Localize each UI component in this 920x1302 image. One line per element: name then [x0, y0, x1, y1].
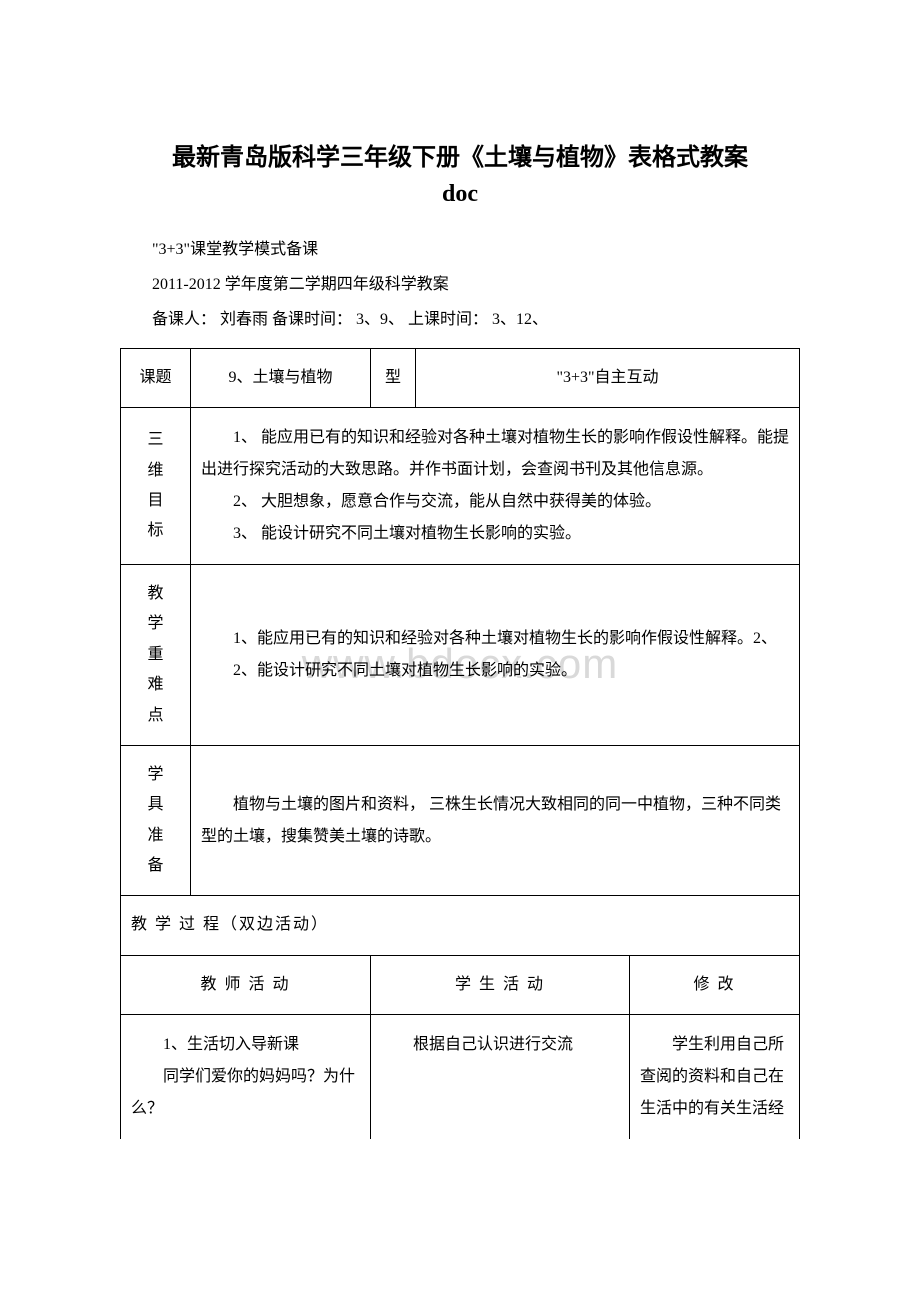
col-student: 学 生 活 动 [371, 955, 630, 1014]
table-row-content: 1、生活切入导新课 同学们爱你的妈妈吗？为什么？ 根据自己认识进行交流 学生利用… [121, 1015, 800, 1140]
title-line-1: 最新青岛版科学三年级下册《土壤与植物》表格式教案 [120, 140, 800, 176]
cell-objectives: 1、 能应用已有的知识和经验对各种土壤对植物生长的影响作假设性解释。能提出进行探… [191, 407, 800, 564]
label-type: 型 [371, 348, 416, 407]
cell-topic-value: 9、土壤与植物 [191, 348, 371, 407]
objectives-p1: 1、 能应用已有的知识和经验对各种土壤对植物生长的影响作假设性解释。能提出进行探… [201, 422, 789, 486]
cell-materials: 植物与土壤的图片和资料， 三株生长情况大致相同的同一中植物，三种不同类型的土壤，… [191, 745, 800, 896]
table-row-column-headers: 教 师 活 动 学 生 活 动 修 改 [121, 955, 800, 1014]
modify-p1: 学生利用自己所查阅的资料和自己在生活中的有关生活经 [640, 1029, 789, 1125]
process-header: 教 学 过 程（双边活动） [121, 896, 800, 955]
cell-modify: 学生利用自己所查阅的资料和自己在生活中的有关生活经 [630, 1015, 800, 1140]
cell-keypoints: 1、能应用已有的知识和经验对各种土壤对植物生长的影响作假设性解释。2、 2、能设… [191, 564, 800, 745]
title-line-2: doc [120, 176, 800, 212]
teacher-p1: 1、生活切入导新课 [131, 1029, 360, 1061]
materials-p1: 植物与土壤的图片和资料， 三株生长情况大致相同的同一中植物，三种不同类型的土壤，… [201, 789, 789, 853]
table-row-keypoints: 教 学 重 难 点 1、能应用已有的知识和经验对各种土壤对植物生长的影响作假设性… [121, 564, 800, 745]
objectives-p3: 3、 能设计研究不同土壤对植物生长影响的实验。 [201, 518, 789, 550]
col-teacher: 教 师 活 动 [121, 955, 371, 1014]
table-row-process-header: 教 学 过 程（双边活动） [121, 896, 800, 955]
label-materials: 学 具 准 备 [121, 745, 191, 896]
table-row-objectives: 三 维 目 标 1、 能应用已有的知识和经验对各种土壤对植物生长的影响作假设性解… [121, 407, 800, 564]
label-topic: 课题 [121, 348, 191, 407]
col-modify: 修 改 [630, 955, 800, 1014]
meta-line-2: 2011-2012 学年度第二学期四年级科学教案 [120, 267, 800, 302]
document-content: 最新青岛版科学三年级下册《土壤与植物》表格式教案 doc "3+3"课堂教学模式… [120, 140, 800, 1139]
student-p1: 根据自己认识进行交流 [381, 1029, 619, 1061]
table-row-materials: 学 具 准 备 植物与土壤的图片和资料， 三株生长情况大致相同的同一中植物，三种… [121, 745, 800, 896]
keypoints-p2: 2、能设计研究不同土壤对植物生长影响的实验。 [201, 655, 789, 687]
cell-teacher-activity: 1、生活切入导新课 同学们爱你的妈妈吗？为什么？ [121, 1015, 371, 1140]
meta-line-3: 备课人： 刘春雨 备课时间： 3、9、 上课时间： 3、12、 [120, 302, 800, 337]
objectives-p2: 2、 大胆想象，愿意合作与交流，能从自然中获得美的体验。 [201, 486, 789, 518]
cell-student-activity: 根据自己认识进行交流 [371, 1015, 630, 1140]
label-objectives: 三 维 目 标 [121, 407, 191, 564]
document-title: 最新青岛版科学三年级下册《土壤与植物》表格式教案 doc [120, 140, 800, 212]
keypoints-p1: 1、能应用已有的知识和经验对各种土壤对植物生长的影响作假设性解释。2、 [201, 623, 789, 655]
label-keypoints: 教 学 重 难 点 [121, 564, 191, 745]
teacher-p2: 同学们爱你的妈妈吗？为什么？ [131, 1061, 360, 1125]
cell-type-value: "3+3"自主互动 [416, 348, 800, 407]
meta-line-1: "3+3"课堂教学模式备课 [120, 232, 800, 267]
table-row-topic: 课题 9、土壤与植物 型 "3+3"自主互动 [121, 348, 800, 407]
lesson-plan-table: 课题 9、土壤与植物 型 "3+3"自主互动 三 维 目 标 1、 能应用已有的… [120, 348, 800, 1140]
